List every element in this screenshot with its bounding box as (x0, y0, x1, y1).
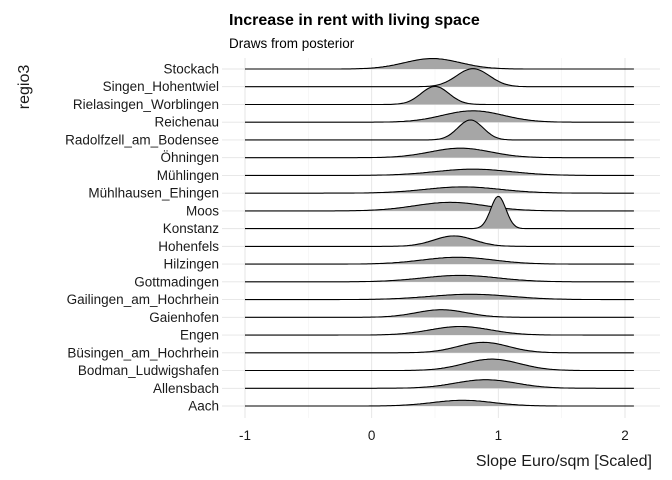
y-tick-label: Stockach (163, 62, 219, 77)
ridge-fill (245, 169, 634, 176)
ridge-fill (245, 58, 634, 69)
y-tick-label: Gottmadingen (134, 274, 219, 289)
y-tick-label: Konstanz (163, 221, 220, 236)
ridge-line (245, 68, 634, 88)
y-tick-label: Öhningen (160, 150, 219, 165)
ridge-line (245, 85, 634, 106)
y-tick-label: Moos (186, 203, 219, 218)
ridge-line (245, 186, 634, 194)
ridge-fill (245, 202, 634, 211)
ridge-line (245, 235, 634, 247)
x-tick-labels: -1 0 1 2 (239, 428, 629, 443)
ridge-line (245, 147, 634, 159)
y-tick-label: Reichenau (154, 115, 219, 130)
ridge-line (245, 399, 634, 407)
y-tick-label: Allensbach (153, 381, 219, 396)
x-tick-label: 2 (621, 428, 629, 443)
ridge-fill (245, 120, 634, 140)
y-tick-label: Mühlingen (157, 168, 219, 183)
ridge-line (245, 274, 634, 283)
ridge-fill (245, 86, 634, 105)
ridge-line (245, 110, 634, 123)
y-tick-label: Bodman_Ludwigshafen (78, 363, 219, 378)
ridge-fill (245, 326, 634, 336)
ridge-fill (245, 275, 634, 282)
ridge-line (245, 195, 634, 230)
ridge-line (245, 293, 634, 301)
y-tick-labels: Stockach Singen_Hohentwiel Rielasingen_Wor… (65, 62, 219, 414)
y-tick-label: Hilzingen (163, 257, 219, 272)
ridge-line (245, 58, 634, 70)
y-tick-label: Singen_Hohentwiel (103, 79, 219, 94)
ridges (245, 58, 634, 407)
ridge-line (245, 256, 634, 265)
y-tick-label: Aach (188, 399, 219, 414)
ridge-line (245, 168, 634, 176)
y-tick-label: Radolfzell_am_Bodensee (65, 132, 219, 147)
ridge-fill (245, 196, 634, 229)
ridge-line (245, 379, 634, 389)
ridge-line (245, 119, 634, 141)
ridge-fill (245, 342, 634, 353)
ridge-fill (245, 400, 634, 406)
y-axis-title: regio3 (16, 65, 33, 110)
y-tick-label: Rielasingen_Worblingen (73, 97, 219, 112)
y-tick-label: Engen (180, 328, 219, 343)
y-tick-label: Gailingen_am_Hochrhein (67, 292, 219, 307)
ridge-line (245, 201, 634, 212)
ridge-fill (245, 186, 634, 194)
ridge-line (245, 341, 634, 354)
y-tick-label: Gaienhofen (149, 310, 219, 325)
y-tick-label: Hohenfels (158, 239, 219, 254)
x-tick-label: 1 (495, 428, 503, 443)
y-tick-label: Büsingen_am_Hochrhein (67, 345, 219, 360)
ridge-line (245, 358, 634, 372)
ridge-line (245, 309, 634, 318)
ridge-fill (245, 309, 634, 318)
ridge-fill (245, 379, 634, 389)
chart-subtitle: Draws from posterior (229, 36, 355, 51)
ridge-fill (245, 235, 634, 247)
ridge-line (245, 325, 634, 336)
y-tick-label: Mühlhausen_Ehingen (88, 186, 219, 201)
x-axis-title: Slope Euro/sqm [Scaled] (476, 453, 652, 470)
ridge-fill (245, 257, 634, 265)
ridge-fill (245, 148, 634, 158)
chart-title: Increase in rent with living space (229, 12, 480, 29)
x-tick-label: 0 (368, 428, 376, 443)
x-tick-label: -1 (239, 428, 251, 443)
